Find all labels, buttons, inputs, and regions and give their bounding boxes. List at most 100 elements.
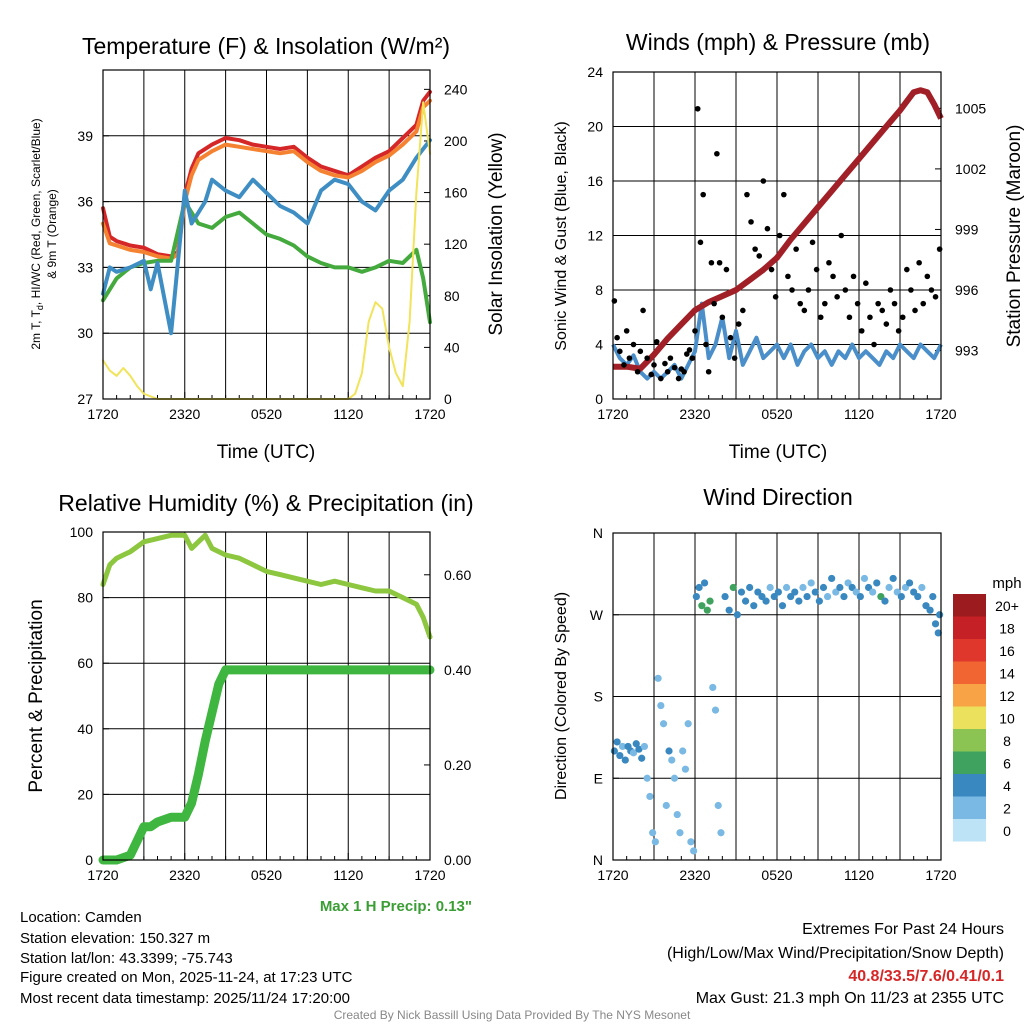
gust-point [623, 328, 630, 334]
plot-area-wind: 1720 2320 0520 1120 172004812162024993996999… [587, 64, 986, 422]
insolation-ylabel: Solar Insolation (Yellow) [486, 132, 507, 335]
y-tick-label: E [594, 770, 603, 786]
gust-point [756, 253, 763, 259]
direction-point [914, 592, 922, 601]
gust-point [752, 246, 758, 252]
gust-point [716, 259, 723, 266]
direction-point [616, 751, 624, 760]
gust-point [700, 191, 706, 198]
colorbar-label: 16 [999, 643, 1015, 659]
colorbar-title: mph [992, 575, 1021, 592]
y-tick-label: 30 [77, 325, 93, 341]
direction-point [665, 747, 673, 755]
created-text: Figure created on Mon, 2025-11-24, at 17… [20, 969, 353, 986]
direction-point [737, 588, 746, 596]
direction-point [869, 588, 877, 596]
wind-direction-panel: Wind Direction Direction (Colored By Spe… [553, 484, 1022, 800]
plot-frame [102, 69, 431, 400]
x-tick-label: 0520 [251, 867, 282, 883]
direction-point [629, 749, 638, 757]
winds-ylabel: Sonic Wind & Gust (Blue, Black) [553, 121, 570, 350]
y-tick-label: 40 [77, 721, 93, 737]
gust-point [908, 287, 914, 293]
colorbar-swatch [953, 796, 986, 819]
direction-point [840, 592, 848, 601]
gust-point [801, 307, 808, 314]
direction-point [750, 602, 758, 610]
x-tick-label: 1720 [597, 867, 628, 883]
direction-point [936, 611, 944, 619]
gust-point [760, 178, 767, 184]
gust-point [916, 259, 922, 266]
y-tick-label: 4 [595, 337, 603, 353]
gust-point [895, 328, 902, 334]
direction-point [673, 810, 681, 819]
winds-xlabel: Time (UTC) [729, 442, 828, 463]
y-tick-label: 16 [587, 173, 603, 189]
direction-point [746, 583, 754, 592]
direction-point [703, 606, 711, 614]
gust-point [854, 300, 861, 307]
direction-point [632, 740, 640, 748]
x-tick-label: 1120 [333, 867, 363, 883]
direction-point [662, 801, 670, 810]
direction-point [762, 597, 770, 605]
colorbar-label: 20+ [995, 598, 1019, 614]
x-tick-label: 1120 [844, 406, 874, 422]
direction-point [807, 579, 815, 587]
y-tick-label: 100 [70, 524, 94, 540]
x-tick-label: 1720 [414, 406, 445, 422]
y-tick-label: 0 [85, 852, 93, 868]
y-tick-label: 80 [77, 590, 93, 606]
y2-tick-label: 0 [444, 391, 452, 407]
direction-point [690, 847, 698, 855]
direction-point [815, 597, 823, 605]
direction-point [811, 588, 819, 596]
plot-frame [612, 71, 942, 400]
humidity-ylabel: Percent & Precipitation [26, 599, 47, 792]
colorbar-label: 0 [1003, 823, 1011, 839]
gust-point [924, 273, 931, 280]
gust-point [768, 266, 775, 273]
gust-point [684, 351, 690, 357]
x-tick-label: 1720 [597, 406, 628, 422]
direction-point [676, 829, 684, 837]
gust-point [867, 314, 873, 321]
recent-data-text: Most recent data timestamp: 2025/11/24 1… [20, 990, 350, 1007]
direction-point [681, 765, 690, 773]
colorbar-label: 4 [1003, 778, 1011, 794]
temperature-panel: Temperature (F) & Insolation (W/m²) Time… [29, 33, 507, 463]
extremes-values: 40.8/33.5/7.6/0.41/0.1 [848, 968, 1004, 985]
x-tick-label: 1720 [925, 867, 956, 883]
gust-point [637, 348, 644, 355]
series-9m-t-orange- [101, 98, 432, 261]
direction-point [729, 583, 737, 592]
direction-point [905, 579, 914, 587]
max-gust-text: Max Gust: 21.3 mph On 11/23 at 2355 UTC [696, 990, 1004, 1007]
direction-point [721, 592, 729, 601]
y2-tick-label: 0.00 [444, 852, 471, 868]
direction-point [860, 574, 869, 583]
direction-point [695, 583, 703, 592]
gust-point [664, 368, 671, 375]
gust-point [879, 307, 886, 314]
colorbar-label: 12 [999, 688, 1015, 704]
x-tick-label: 2320 [169, 406, 200, 422]
gust-point [731, 355, 738, 361]
direction-point [918, 583, 926, 592]
direction-point [733, 611, 741, 619]
gust-point [842, 287, 849, 293]
direction-point [791, 588, 799, 596]
speed-colorbar: 20+ 18 16 14 12 10 8 6 4 2 0 [953, 594, 1019, 842]
colorbar-label: 6 [1003, 756, 1011, 772]
gust-point [697, 239, 704, 246]
gust-point [621, 362, 627, 368]
direction-point [782, 583, 791, 592]
gust-point [714, 150, 720, 157]
direction-point [711, 706, 720, 714]
colorbar-label: 8 [1003, 733, 1011, 749]
direction-point [828, 574, 836, 583]
elevation-text: Station elevation: 150.327 m [20, 930, 210, 947]
gust-point [863, 280, 869, 286]
